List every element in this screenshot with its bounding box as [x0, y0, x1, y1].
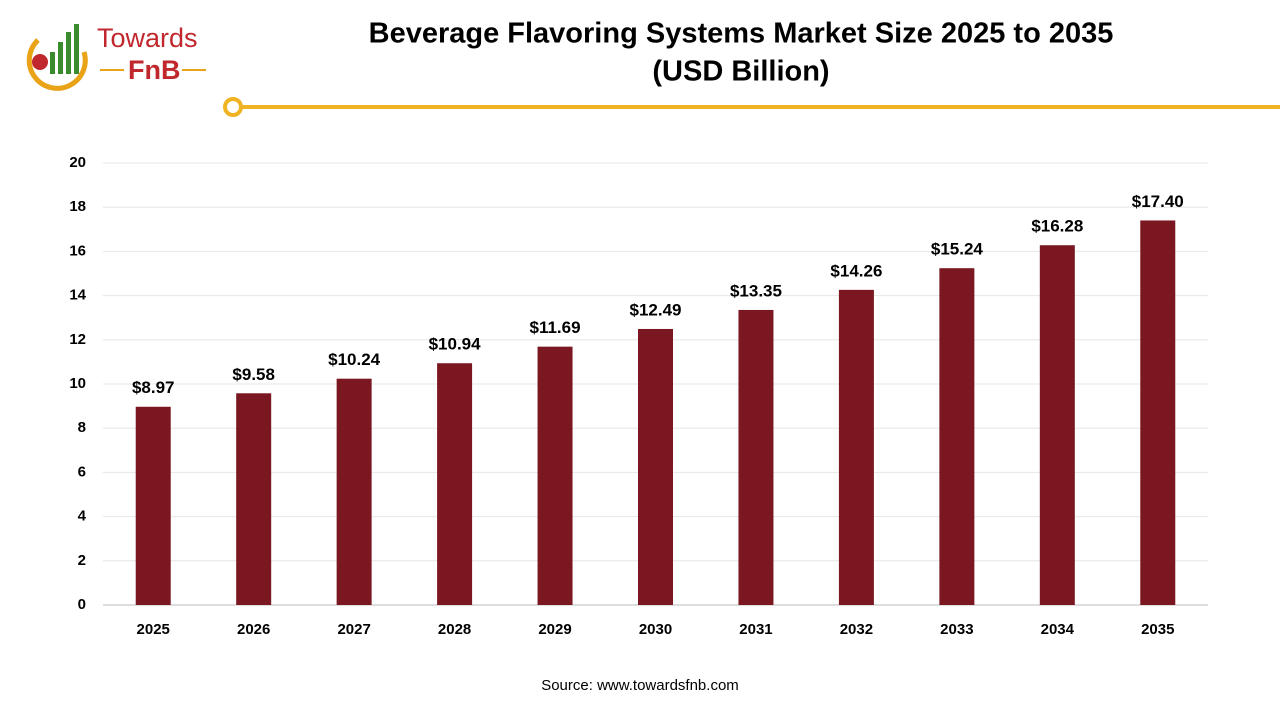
x-tick-label: 2025 [137, 621, 170, 638]
logo-name: Towards [97, 23, 198, 53]
chart-title: Beverage Flavoring Systems Market Size 2… [369, 18, 1114, 50]
y-tick-label: 14 [69, 287, 86, 304]
logo-bar [74, 24, 79, 74]
bar [838, 289, 874, 605]
y-tick-label: 18 [69, 198, 86, 215]
x-tick-label: 2032 [840, 621, 873, 638]
y-tick-label: 12 [69, 331, 86, 348]
bar [1039, 245, 1075, 605]
bar [437, 363, 473, 605]
header-dot [223, 97, 243, 117]
y-tick-label: 8 [78, 419, 86, 436]
y-tick-label: 16 [69, 242, 86, 259]
value-label: $15.24 [931, 240, 984, 259]
value-label: $16.28 [1031, 217, 1083, 236]
x-tick-label: 2029 [538, 621, 571, 638]
value-label: $9.58 [232, 365, 275, 384]
logo: Towards FnB [26, 23, 206, 91]
bar [336, 378, 372, 605]
bar [738, 309, 774, 605]
x-tick-label: 2035 [1141, 621, 1174, 638]
value-label: $17.40 [1132, 192, 1184, 211]
logo-bar [66, 32, 71, 74]
chart-subtitle: (USD Billion) [652, 56, 829, 88]
logo-ring [26, 38, 88, 91]
logo-brand: FnB [128, 55, 180, 85]
y-tick-label: 6 [78, 463, 86, 480]
logo-bar [58, 42, 63, 74]
value-label: $8.97 [132, 378, 175, 397]
x-tick-label: 2028 [438, 621, 471, 638]
x-tick-label: 2031 [739, 621, 772, 638]
x-tick-label: 2027 [337, 621, 370, 638]
x-tick-label: 2030 [639, 621, 672, 638]
source: Source: www.towardsfnb.com [541, 677, 739, 694]
bar [939, 268, 975, 605]
y-tick-label: 4 [78, 508, 87, 525]
x-tick-label: 2033 [940, 621, 973, 638]
y-tick-label: 20 [69, 154, 86, 171]
bar [135, 406, 171, 605]
bar [1140, 220, 1176, 605]
logo-bar [50, 52, 55, 74]
value-label: $10.94 [429, 335, 482, 354]
value-label: $12.49 [630, 300, 682, 319]
value-label: $14.26 [830, 261, 882, 280]
y-tick-label: 2 [78, 552, 86, 569]
x-tick-label: 2034 [1041, 621, 1075, 638]
bar [537, 346, 573, 605]
bar [638, 328, 673, 605]
value-label: $13.35 [730, 281, 782, 300]
y-tick-label: 0 [78, 596, 86, 613]
bar [236, 393, 272, 605]
y-tick-label: 10 [69, 375, 86, 392]
logo-dot [32, 54, 48, 70]
x-tick-label: 2026 [237, 621, 270, 638]
value-label: $10.24 [328, 350, 381, 369]
value-label: $11.69 [530, 318, 581, 337]
